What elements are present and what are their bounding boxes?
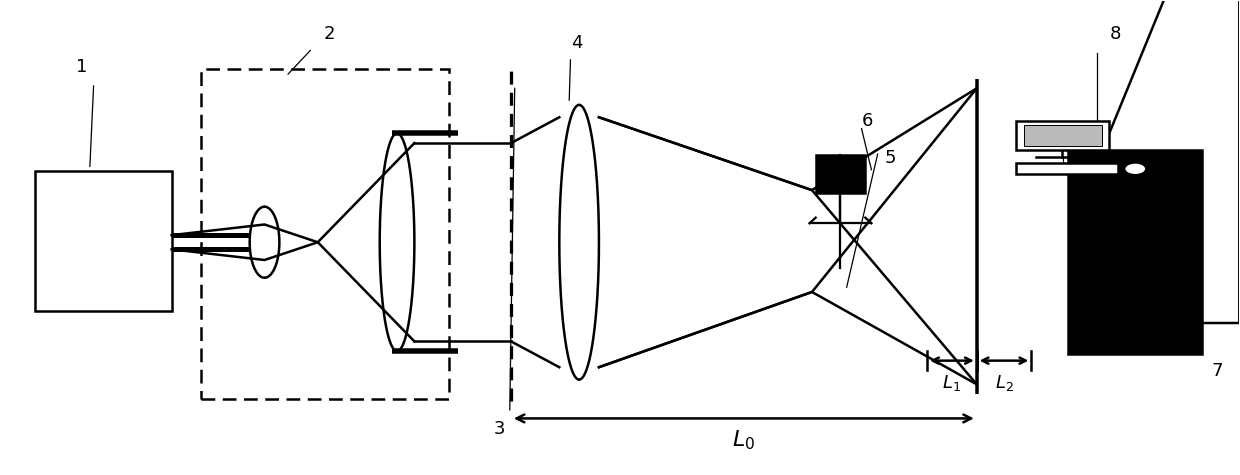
- Text: 1: 1: [76, 58, 87, 76]
- Bar: [36, 171, 171, 311]
- Bar: [816, 155, 866, 192]
- Bar: [1017, 163, 1118, 173]
- Text: $L_2$: $L_2$: [994, 373, 1013, 393]
- Text: 7: 7: [1211, 362, 1223, 380]
- Bar: [1069, 150, 1202, 353]
- Text: $L_0$: $L_0$: [733, 428, 755, 452]
- Text: 4: 4: [570, 34, 583, 52]
- Bar: [201, 69, 449, 399]
- Text: $L_1$: $L_1$: [942, 373, 961, 393]
- Text: 5: 5: [884, 149, 895, 167]
- Text: 8: 8: [1110, 25, 1121, 43]
- Text: 2: 2: [324, 25, 335, 43]
- Text: 6: 6: [862, 113, 873, 131]
- Bar: [1017, 122, 1110, 150]
- Ellipse shape: [1125, 162, 1147, 175]
- Bar: [1024, 125, 1102, 146]
- Text: 3: 3: [494, 420, 506, 438]
